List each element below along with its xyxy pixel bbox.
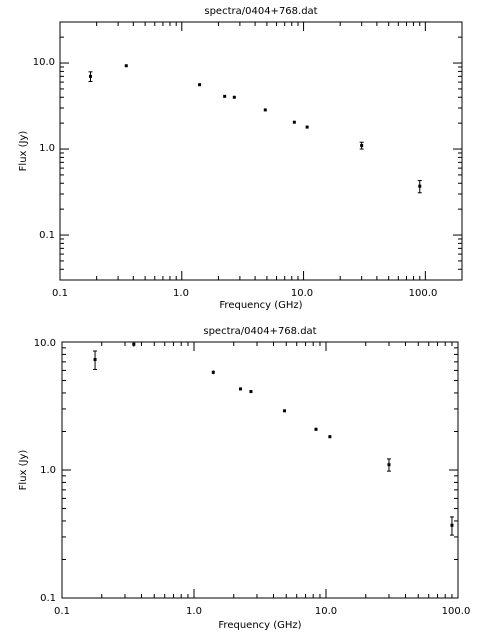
bottom-y-ticks bbox=[62, 341, 458, 599]
top-y-tick-label: 1.0 bbox=[39, 143, 55, 154]
bottom-x-axis-label: Frequency (GHz) bbox=[218, 620, 301, 631]
top-data-point bbox=[232, 95, 236, 99]
bottom-data-point bbox=[132, 342, 136, 346]
top-y-axis-label: Flux (Jy) bbox=[18, 131, 29, 172]
top-x-tick-label: 0.1 bbox=[52, 288, 68, 299]
top-y-ticks bbox=[60, 21, 462, 281]
bottom-data-point bbox=[211, 370, 215, 374]
top-data-point bbox=[305, 125, 309, 129]
bottom-data-point bbox=[238, 387, 242, 391]
top-data-point bbox=[124, 64, 128, 68]
top-x-axis-label: Frequency (GHz) bbox=[219, 300, 302, 311]
bottom-data-point bbox=[314, 427, 318, 431]
top-x-tick-label: 100.0 bbox=[409, 288, 438, 299]
top-data-point bbox=[292, 120, 296, 124]
bottom-x-tick-label: 1.0 bbox=[186, 606, 202, 617]
top-x-tick-label: 10.0 bbox=[291, 288, 313, 299]
bottom-data-point bbox=[387, 463, 391, 467]
bottom-y-tick-label: 0.1 bbox=[40, 593, 56, 604]
bottom-x-ticks bbox=[61, 342, 459, 598]
top-data-point bbox=[360, 143, 364, 147]
bottom-data-point bbox=[249, 390, 253, 394]
bottom-x-tick-label: 10.0 bbox=[315, 606, 337, 617]
bottom-plot-frame bbox=[61, 341, 459, 599]
top-data-point bbox=[223, 94, 227, 98]
bottom-y-tick-label: 10.0 bbox=[34, 338, 56, 349]
top-data-point bbox=[418, 184, 422, 188]
top-x-tick-label: 1.0 bbox=[173, 288, 189, 299]
top-spectrum-plot: spectra/0404+768.dat Frequency (GHz) Flu… bbox=[18, 6, 463, 311]
bottom-y-tick-label: 1.0 bbox=[40, 465, 56, 476]
bottom-y-axis-label: Flux (Jy) bbox=[18, 450, 29, 491]
top-data-points bbox=[88, 64, 422, 194]
bottom-data-point bbox=[283, 409, 287, 413]
top-y-tick-label: 0.1 bbox=[39, 230, 55, 241]
top-plot-frame bbox=[59, 21, 463, 281]
bottom-x-tick-label: 100.0 bbox=[442, 606, 471, 617]
bottom-data-point bbox=[93, 357, 97, 361]
bottom-spectrum-plot: spectra/0404+768.dat Frequency (GHz) Flu… bbox=[18, 326, 470, 631]
top-data-point bbox=[263, 108, 267, 112]
top-x-ticks bbox=[59, 22, 463, 280]
bottom-data-point bbox=[450, 523, 454, 527]
top-y-tick-label: 10.0 bbox=[33, 57, 55, 68]
top-data-point bbox=[88, 74, 92, 78]
bottom-data-point bbox=[328, 435, 332, 439]
top-data-point bbox=[198, 83, 202, 87]
top-plot-title: spectra/0404+768.dat bbox=[204, 6, 317, 17]
bottom-x-tick-label: 0.1 bbox=[54, 606, 70, 617]
bottom-plot-title: spectra/0404+768.dat bbox=[203, 326, 316, 337]
bottom-data-points bbox=[93, 342, 454, 536]
